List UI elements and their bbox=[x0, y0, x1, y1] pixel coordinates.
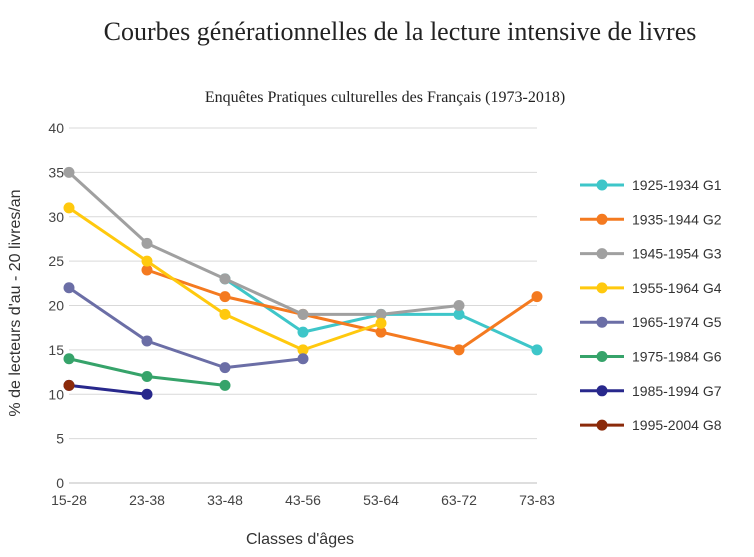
y-tick-label: 15 bbox=[48, 342, 64, 358]
legend-label: 1995-2004 G8 bbox=[632, 417, 722, 433]
x-tick-label: 73-83 bbox=[519, 492, 555, 508]
grid bbox=[69, 127, 537, 484]
legend-item: 1965-1974 G5 bbox=[580, 314, 722, 330]
legend-item: 1925-1934 G1 bbox=[580, 177, 722, 193]
y-axis-ticks: 0 5 10 15 20 25 30 35 40 bbox=[48, 120, 64, 491]
y-tick-label: 35 bbox=[48, 164, 64, 180]
data-point bbox=[63, 353, 75, 365]
series-3 bbox=[63, 166, 465, 320]
y-tick-label: 5 bbox=[56, 431, 64, 447]
x-tick-label: 63-72 bbox=[441, 492, 477, 508]
legend-item: 1995-2004 G8 bbox=[580, 417, 722, 433]
x-tick-label: 33-48 bbox=[207, 492, 243, 508]
legend-label: 1975-1984 G6 bbox=[632, 349, 722, 365]
y-tick-label: 40 bbox=[48, 120, 64, 136]
data-point bbox=[297, 344, 309, 356]
legend-swatch-marker bbox=[596, 419, 608, 431]
series-6 bbox=[63, 353, 231, 391]
x-tick-label: 53-64 bbox=[363, 492, 399, 508]
legend-label: 1965-1974 G5 bbox=[632, 314, 722, 330]
legend-item: 1985-1994 G7 bbox=[580, 383, 722, 399]
series-2 bbox=[141, 264, 543, 356]
data-point bbox=[219, 379, 231, 391]
data-point bbox=[141, 255, 153, 267]
data-point bbox=[141, 237, 153, 249]
chart-subtitle: Enquêtes Pratiques culturelles des Franç… bbox=[204, 89, 566, 106]
y-tick-label: 30 bbox=[48, 209, 64, 225]
legend-label: 1985-1994 G7 bbox=[632, 383, 722, 399]
data-point bbox=[453, 308, 465, 320]
series-line bbox=[68, 383, 148, 396]
data-point bbox=[375, 326, 387, 338]
data-point bbox=[219, 291, 231, 303]
legend-swatch-marker bbox=[596, 385, 608, 397]
data-point bbox=[63, 166, 75, 178]
series-5 bbox=[63, 282, 309, 374]
series-line bbox=[68, 286, 304, 370]
data-point bbox=[297, 308, 309, 320]
legend-swatch-marker bbox=[596, 213, 608, 225]
legend-item: 1975-1984 G6 bbox=[580, 349, 722, 365]
data-point bbox=[219, 308, 231, 320]
legend-label: 1945-1954 G3 bbox=[632, 246, 722, 262]
legend-item: 1945-1954 G3 bbox=[580, 246, 722, 262]
data-point bbox=[453, 344, 465, 356]
data-point bbox=[141, 388, 153, 400]
legend-label: 1935-1944 G2 bbox=[632, 211, 722, 227]
legend-swatch-marker bbox=[596, 351, 608, 362]
data-point bbox=[531, 344, 543, 356]
data-point bbox=[63, 282, 75, 294]
chart-title: Courbes générationnelles de la lecture i… bbox=[103, 17, 697, 46]
x-axis-ticks: 15-28 23-38 33-48 43-56 53-64 63-72 73-83 bbox=[51, 492, 555, 508]
data-point bbox=[531, 291, 543, 303]
series-8 bbox=[63, 379, 75, 391]
data-point bbox=[141, 371, 153, 382]
legend-swatch-marker bbox=[596, 248, 608, 260]
series-line bbox=[67, 171, 460, 316]
y-tick-label: 20 bbox=[48, 298, 64, 314]
series-line bbox=[146, 268, 538, 352]
data-point bbox=[297, 326, 309, 338]
legend-item: 1955-1964 G4 bbox=[580, 280, 722, 296]
data-point bbox=[453, 300, 465, 311]
legend-item: 1935-1944 G2 bbox=[580, 211, 722, 227]
data-point bbox=[141, 335, 153, 347]
y-tick-label: 0 bbox=[56, 475, 64, 491]
data-point bbox=[63, 379, 75, 391]
legend-swatch-marker bbox=[596, 316, 608, 328]
data-point bbox=[63, 202, 75, 214]
data-point bbox=[297, 353, 309, 365]
legend-label: 1955-1964 G4 bbox=[632, 280, 722, 296]
legend-swatch-marker bbox=[596, 179, 608, 191]
x-axis-label: Classes d'âges bbox=[246, 531, 354, 548]
legend-label: 1925-1934 G1 bbox=[632, 177, 722, 193]
x-tick-label: 43-56 bbox=[285, 492, 321, 508]
series-lines bbox=[63, 166, 543, 400]
series-7 bbox=[63, 379, 153, 400]
data-point bbox=[141, 264, 153, 276]
y-tick-label: 25 bbox=[48, 253, 64, 269]
data-point bbox=[375, 317, 387, 329]
x-tick-label: 15-28 bbox=[51, 492, 87, 508]
data-point bbox=[219, 273, 231, 285]
legend-swatch-marker bbox=[596, 282, 608, 294]
legend: 1925-1934 G1 1935-1944 G2 1945-1954 G3 1955… bbox=[580, 177, 722, 433]
x-tick-label: 23-38 bbox=[129, 492, 165, 508]
data-point bbox=[375, 308, 387, 320]
y-tick-label: 10 bbox=[48, 386, 64, 402]
data-point bbox=[219, 362, 231, 374]
series-4 bbox=[63, 202, 387, 356]
